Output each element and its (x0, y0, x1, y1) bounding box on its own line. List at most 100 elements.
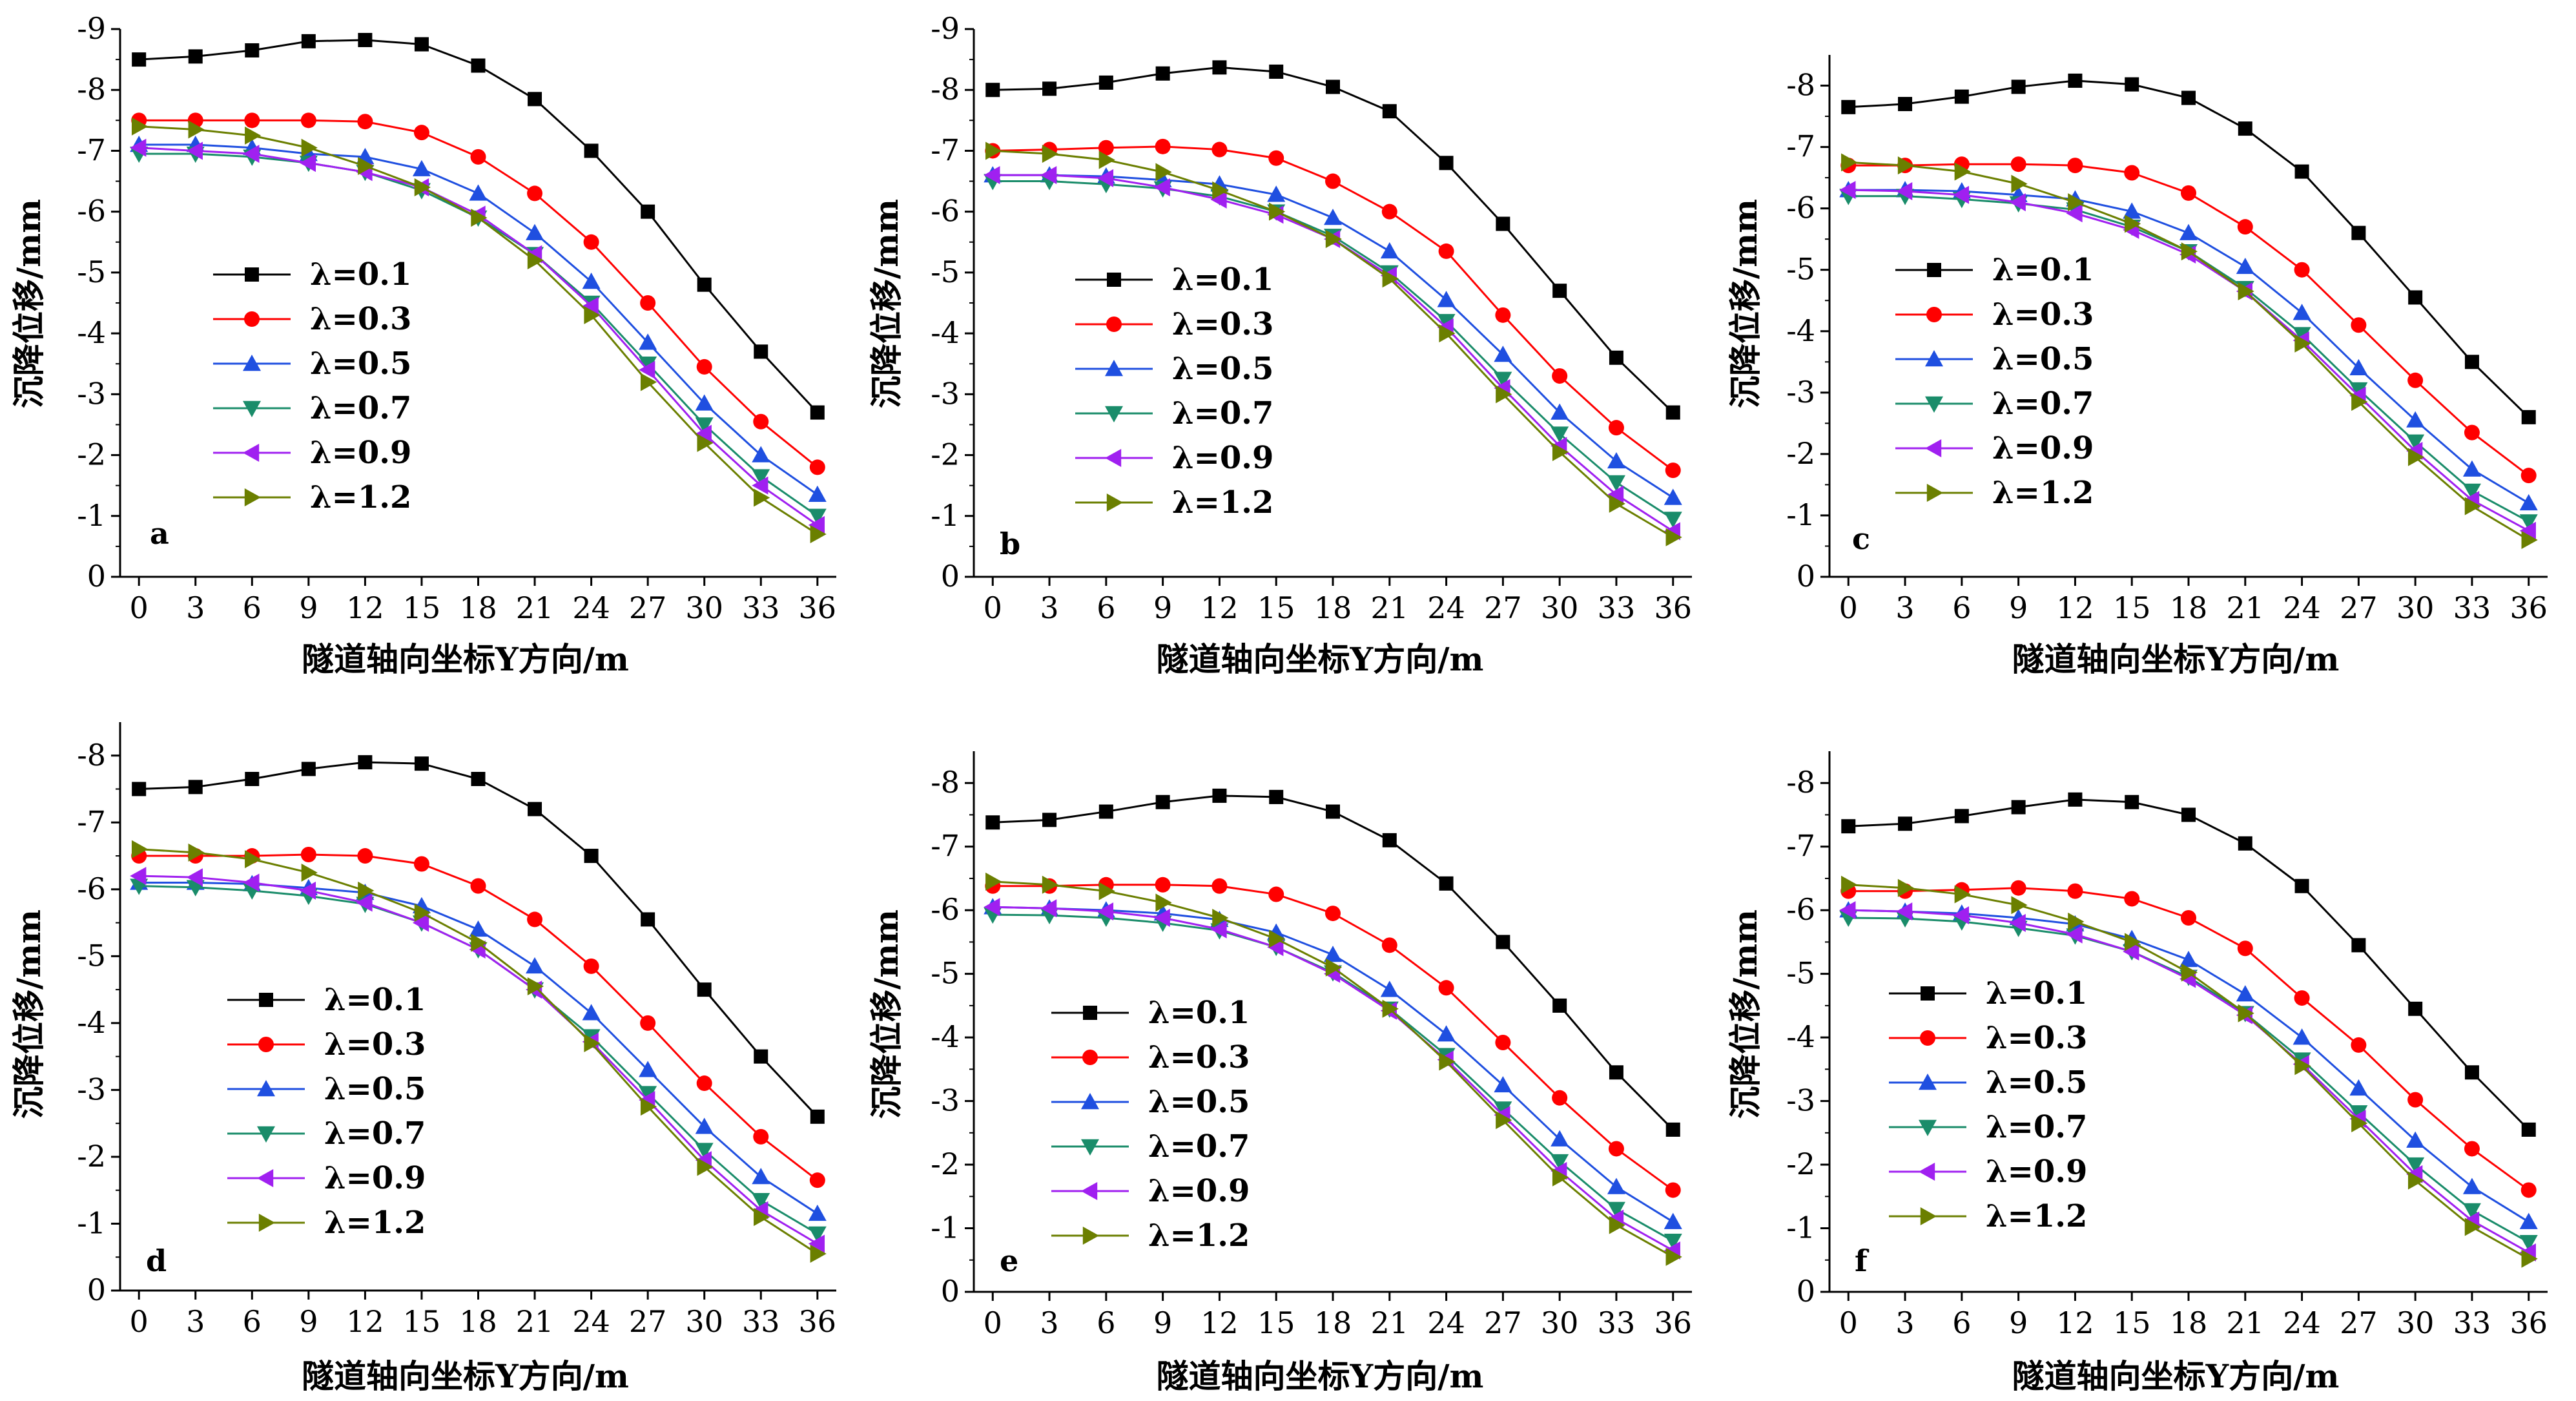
series-4 (984, 174, 1682, 528)
data-point (985, 872, 1002, 891)
legend-label: λ=1.2 (310, 479, 411, 515)
series-line (139, 848, 818, 1255)
legend-label: λ=0.9 (310, 435, 411, 471)
data-point (1551, 1130, 1569, 1147)
data-point (131, 117, 149, 136)
data-point (358, 157, 375, 175)
data-point (752, 446, 770, 462)
legend-marker (244, 311, 260, 327)
data-point (1496, 935, 1510, 950)
legend-label: λ=0.5 (1172, 351, 1273, 387)
data-point (1607, 451, 1625, 469)
x-tick-label: 0 (984, 1305, 1002, 1340)
series-2 (131, 846, 825, 1188)
data-point (697, 982, 712, 997)
data-point (2464, 497, 2481, 515)
data-point (2237, 940, 2253, 957)
data-point (1552, 284, 1567, 298)
data-point (414, 904, 431, 922)
data-point (641, 204, 655, 219)
data-point (2011, 800, 2026, 815)
data-point (1325, 173, 1341, 189)
data-point (2294, 990, 2310, 1006)
data-point (1267, 938, 1284, 957)
series-line (139, 152, 818, 517)
data-point (2519, 514, 2538, 531)
data-point (1954, 885, 1971, 904)
x-tick-label: 33 (1598, 1305, 1636, 1340)
x-tick-label: 18 (2170, 1305, 2208, 1340)
data-point (2294, 878, 2309, 893)
x-tick-label: 24 (572, 590, 610, 625)
chart-panel-a: 0-1-2-3-4-5-6-7-8-90 3 6 9 12 15 18 21 24 27 30 33 3… (10, 11, 836, 678)
y-tick-label: 0 (1797, 1274, 1815, 1309)
data-point (1325, 906, 1341, 922)
data-point (1325, 230, 1342, 249)
data-point (2349, 1079, 2368, 1096)
x-axis-title: 隧道轴向坐标Y方向/m (2012, 640, 2340, 678)
data-point (1495, 307, 1511, 323)
data-point (752, 1168, 770, 1185)
data-point (1896, 902, 1913, 921)
x-tick-label: 18 (2170, 590, 2208, 625)
data-point (301, 863, 318, 882)
legend-label: λ=0.5 (1986, 1064, 2087, 1101)
data-point (2351, 1037, 2367, 1053)
data-point (1664, 512, 1682, 528)
data-point (1042, 813, 1057, 827)
data-point (2293, 1028, 2311, 1045)
data-point (245, 43, 260, 57)
x-tick-label: 30 (2396, 590, 2435, 625)
series-6 (1841, 153, 2538, 549)
data-point (1212, 60, 1227, 75)
data-point (583, 958, 599, 974)
data-point (985, 815, 1000, 830)
data-point (130, 138, 147, 157)
data-point (639, 360, 655, 379)
data-point (1609, 1065, 1623, 1080)
legend-marker (243, 444, 260, 462)
data-point (1269, 789, 1284, 804)
x-tick-label: 0 (130, 590, 149, 625)
y-tick-label: -6 (1786, 191, 1815, 225)
data-point (1607, 1178, 1625, 1194)
data-point (2349, 382, 2368, 399)
data-point (1665, 528, 1682, 546)
x-tick-label: 30 (685, 1304, 723, 1339)
x-tick-label: 27 (1484, 590, 1522, 625)
data-point (695, 1117, 714, 1134)
data-point (2294, 164, 2309, 179)
data-point (412, 160, 431, 176)
series-line (139, 147, 818, 526)
legend-label: λ=0.9 (1992, 430, 2094, 466)
data-point (2407, 372, 2424, 388)
data-point (2294, 262, 2310, 278)
y-axis-title: 沉降位移/mm (1726, 909, 1764, 1119)
data-point (1841, 99, 1856, 114)
data-point (582, 296, 599, 315)
y-tick-label: -8 (931, 72, 960, 107)
data-point (1496, 216, 1510, 231)
data-point (2521, 410, 2536, 424)
data-point (2464, 1141, 2480, 1157)
x-tick-label: 30 (685, 590, 723, 625)
data-point (1155, 163, 1172, 182)
data-point (2293, 304, 2311, 320)
data-point (1212, 908, 1229, 927)
legend-marker (258, 1037, 274, 1052)
data-point (1324, 946, 1342, 962)
x-axis-title: 隧道轴向坐标Y方向/m (1157, 640, 1484, 678)
data-point (2009, 193, 2026, 212)
x-tick-label: 24 (572, 1304, 610, 1339)
data-point (131, 840, 149, 858)
data-point (2406, 1131, 2425, 1148)
data-point (357, 114, 373, 130)
x-tick-label: 21 (2227, 590, 2265, 625)
data-point (2406, 411, 2425, 428)
data-point (1098, 140, 1114, 156)
data-point (2464, 1065, 2479, 1080)
chart-panel-d: 0-1-2-3-4-5-6-7-80 3 6 9 12 15 18 21 24 27 30 33 36隧… (10, 722, 836, 1395)
data-point (469, 920, 488, 937)
x-tick-label: 18 (459, 1304, 497, 1339)
